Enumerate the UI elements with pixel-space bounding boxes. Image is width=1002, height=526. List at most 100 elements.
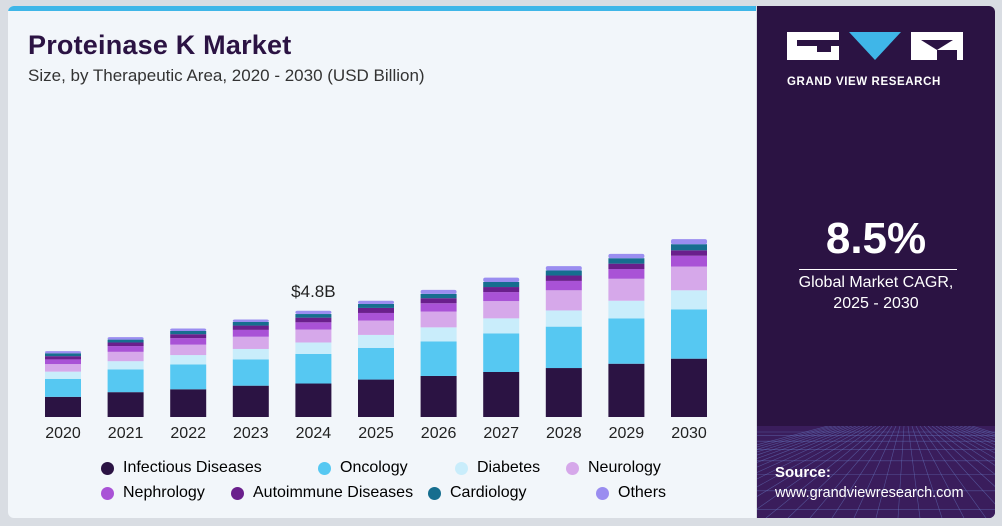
bar-segment-2021-others	[107, 337, 144, 340]
brand-panel: GRAND VIEW RESEARCH 8.5% Global Market C…	[757, 6, 995, 518]
legend-label: Diabetes	[477, 459, 541, 476]
bar-segment-2030-diabetes	[671, 290, 707, 310]
bar-segment-2026-diabetes	[420, 327, 457, 342]
legend-swatch	[231, 486, 244, 500]
legend-item-autoimmune-diseases: Autoimmune Diseases	[231, 484, 413, 502]
bar-segment-2021-neurology	[107, 351, 144, 362]
bar-segment-2027-cardiology	[483, 282, 520, 288]
bar-segment-2028-cardiology	[545, 270, 582, 276]
bar-segment-2024-others	[295, 310, 332, 315]
brand-name: GRAND VIEW RESEARCH	[787, 76, 941, 88]
cagr-value: 8.5%	[825, 214, 927, 263]
bar-segment-2027-nephrology	[483, 292, 520, 302]
source-url[interactable]: www.grandviewresearch.com	[775, 485, 964, 501]
bar-segment-2029-oncology	[608, 318, 645, 364]
bar-segment-2024-nephrology	[295, 322, 332, 330]
bar-segment-2020-cardiology	[45, 353, 81, 357]
x-tick-label-2026: 2026	[421, 425, 457, 442]
bar-segment-2026-others	[420, 289, 457, 294]
bar-segment-2030-others	[671, 239, 707, 245]
bar-segment-2030-nephrology	[671, 255, 707, 267]
decorative-grid-background	[757, 426, 995, 518]
bar-segment-2023-others	[232, 319, 269, 322]
bar-segment-2021-nephrology	[107, 346, 144, 352]
bar-segment-2025-diabetes	[358, 334, 394, 348]
bar-segment-2023-cardiology	[232, 321, 269, 326]
bar-segment-2030-cardiology	[671, 244, 707, 251]
bar-segment-2026-cardiology	[420, 293, 457, 299]
bar-segment-2023-diabetes	[232, 348, 269, 360]
bar-segment-2022-nephrology	[170, 338, 207, 345]
bar-segment-2027-others	[483, 277, 520, 282]
bar-segment-2022-neurology	[170, 344, 207, 356]
legend-swatch	[596, 486, 609, 500]
bar-segment-2030-neurology	[671, 266, 707, 291]
chart-panel: Proteinase K Market Size, by Therapeutic…	[8, 6, 756, 518]
cagr-label-line1: Global Market CAGR,	[798, 274, 954, 291]
bar-segment-2023-infectious-diseases	[232, 385, 269, 417]
bar-segment-2027-autoimmune-diseases	[483, 287, 520, 293]
bar-segment-2020-neurology	[45, 364, 81, 372]
gvr-logo-icon	[787, 28, 969, 71]
bar-segment-2023-neurology	[232, 336, 269, 349]
bar-segment-2026-autoimmune-diseases	[420, 298, 457, 304]
legend-swatch	[428, 486, 441, 500]
legend-swatch	[566, 461, 579, 475]
bar-segment-2029-cardiology	[608, 258, 645, 264]
bar-segment-2020-infectious-diseases	[45, 396, 81, 417]
bar-segment-2029-autoimmune-diseases	[608, 263, 645, 270]
bar-segment-2027-diabetes	[483, 318, 520, 334]
legend-item-infectious-diseases: Infectious Diseases	[101, 459, 262, 477]
x-tick-label-2025: 2025	[358, 425, 394, 442]
bar-segment-2022-diabetes	[170, 355, 207, 365]
bar-segment-2030-infectious-diseases	[671, 358, 707, 417]
bar-segment-2027-neurology	[483, 301, 520, 319]
x-tick-label-2024: 2024	[296, 425, 332, 442]
legend-label: Infectious Diseases	[123, 459, 262, 476]
bar-segment-2025-others	[358, 300, 394, 304]
legend-swatch	[318, 461, 331, 475]
bar-segment-2024-autoimmune-diseases	[295, 317, 332, 323]
bar-segment-2029-neurology	[608, 278, 645, 301]
bar-segment-2028-autoimmune-diseases	[545, 275, 582, 281]
legend-label: Neurology	[588, 459, 661, 476]
legend-label: Others	[618, 484, 667, 501]
bar-segment-2023-autoimmune-diseases	[232, 325, 269, 330]
bar-segment-2028-others	[545, 266, 582, 271]
bar-segment-2021-oncology	[107, 369, 144, 393]
bar-segment-2028-diabetes	[545, 310, 582, 327]
bar-segment-2030-oncology	[671, 309, 707, 359]
x-tick-label-2027: 2027	[483, 425, 519, 442]
bar-segment-2020-diabetes	[45, 371, 81, 379]
cagr-divider	[799, 269, 957, 270]
legend-swatch	[101, 486, 114, 500]
bar-segment-2022-autoimmune-diseases	[170, 334, 207, 339]
bar-segment-2024-diabetes	[295, 342, 332, 354]
x-tick-label-2021: 2021	[108, 425, 144, 442]
bar-segment-2027-infectious-diseases	[483, 372, 520, 417]
bar-segment-2025-cardiology	[358, 303, 394, 308]
legend-label: Nephrology	[123, 484, 205, 501]
bar-segment-2027-oncology	[483, 333, 520, 372]
chart-subtitle: Size, by Therapeutic Area, 2020 - 2030 (…	[28, 66, 425, 85]
legend-swatch	[101, 461, 114, 475]
bar-segment-2024-cardiology	[295, 314, 332, 318]
bar-annotation-2024: $4.8B	[291, 282, 335, 301]
bar-segment-2028-neurology	[545, 290, 582, 311]
bar-segment-2024-infectious-diseases	[295, 383, 332, 417]
bar-segment-2025-autoimmune-diseases	[358, 307, 394, 313]
bar-segment-2029-infectious-diseases	[608, 363, 645, 417]
bar-segment-2029-others	[608, 253, 645, 259]
bar-segment-2021-autoimmune-diseases	[107, 342, 144, 347]
bar-segment-2024-oncology	[295, 354, 332, 384]
x-tick-label-2028: 2028	[546, 425, 582, 442]
legend-label: Oncology	[340, 459, 408, 476]
top-accent-bar	[8, 6, 756, 11]
bar-segment-2025-oncology	[358, 347, 394, 380]
bar-segment-2022-others	[170, 328, 207, 331]
cagr-label-line2: 2025 - 2030	[833, 295, 919, 312]
bar-segment-2028-oncology	[545, 326, 582, 369]
stacked-bar-chart: 2020 2021 2022 2023 2024 $4.8B 2025 2026 2027 202…	[45, 239, 707, 442]
x-tick-label-2029: 2029	[609, 425, 645, 442]
